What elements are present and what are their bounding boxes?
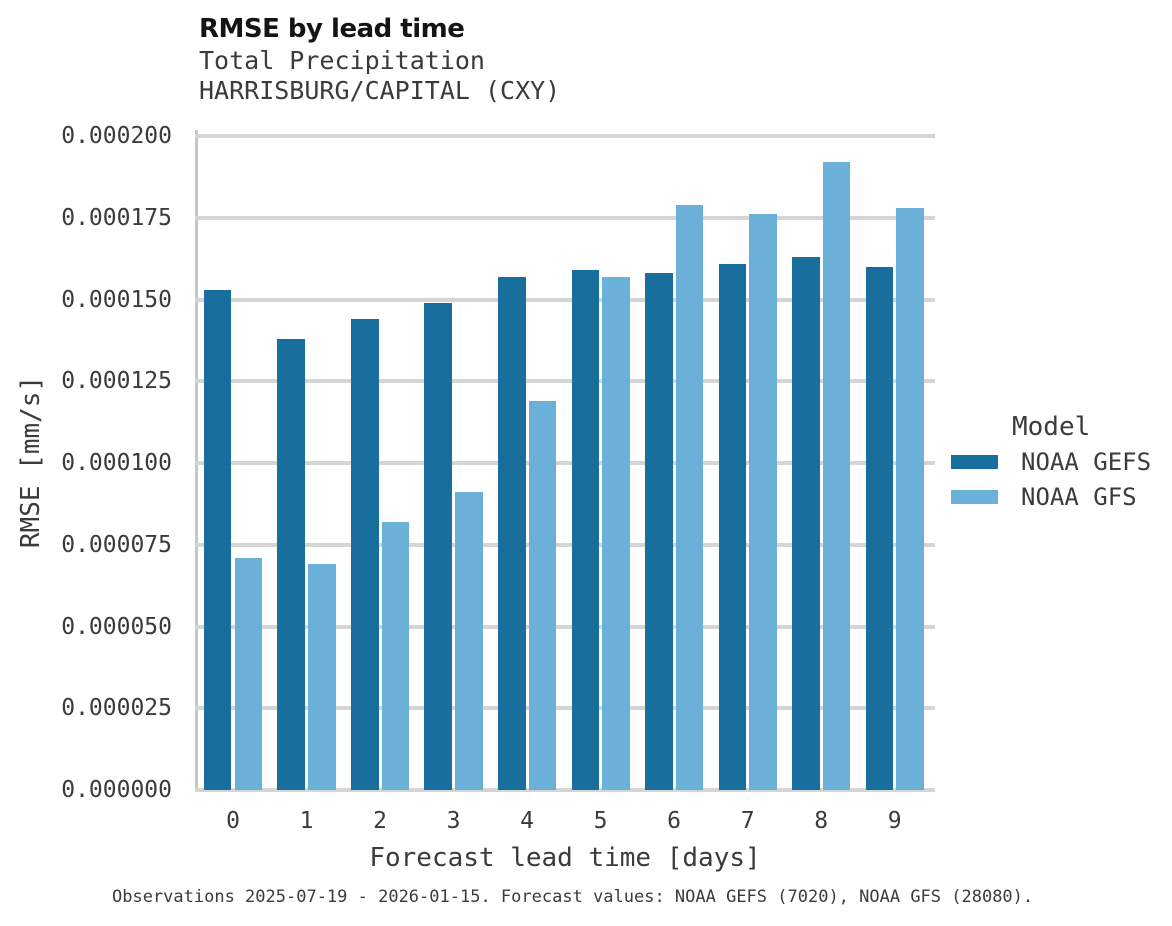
y-tick-label: 0.000100 <box>61 450 172 476</box>
y-axis-label: RMSE [mm/s] <box>16 375 46 549</box>
gridline <box>195 379 935 384</box>
gridline <box>195 624 935 629</box>
legend-label-noaa-gfs: NOAA GFS <box>1021 482 1137 511</box>
bar-noaa-gfs-lead-9 <box>896 207 924 790</box>
y-tick-label: 0.000025 <box>61 695 172 722</box>
y-tick-label: 0.000075 <box>61 531 172 558</box>
legend-title: Model <box>1012 412 1091 442</box>
bar-noaa-gfs-lead-8 <box>822 162 851 790</box>
chart-title: RMSE by lead time <box>199 14 465 44</box>
legend-entry-noaa-gefs: NOAA GEFS <box>951 444 1151 479</box>
legend-label-noaa-gefs: NOAA GEFS <box>1021 447 1152 476</box>
legend-swatch-noaa-gefs <box>951 454 998 469</box>
gridline <box>195 297 935 302</box>
y-tick-label: 0.000200 <box>61 123 172 149</box>
gridline <box>195 788 935 792</box>
y-tick-label: 0.000125 <box>61 368 172 395</box>
x-tick-label: 6 <box>667 808 682 834</box>
gridline <box>195 706 935 711</box>
bar-noaa-gfs-lead-3 <box>455 492 483 790</box>
bar-noaa-gfs-lead-0 <box>234 557 263 790</box>
bar-noaa-gefs-lead-9 <box>865 266 894 790</box>
plot-area <box>195 130 935 792</box>
bar-noaa-gefs-lead-1 <box>277 338 305 790</box>
bar-noaa-gfs-lead-7 <box>749 214 777 790</box>
bar-noaa-gefs-lead-8 <box>792 257 820 790</box>
bar-noaa-gefs-lead-6 <box>645 273 673 790</box>
y-tick-label: 0.000050 <box>61 613 172 640</box>
bar-noaa-gefs-lead-3 <box>424 302 453 790</box>
y-axis-spine <box>195 130 198 790</box>
bar-noaa-gefs-lead-0 <box>203 289 232 790</box>
bar-noaa-gfs-lead-5 <box>602 276 630 790</box>
x-tick-label: 3 <box>446 808 461 834</box>
bar-noaa-gfs-lead-1 <box>308 564 336 790</box>
gridline <box>195 134 935 138</box>
gridline <box>195 215 935 220</box>
legend: Model NOAA GEFS NOAA GFS <box>951 410 1151 514</box>
x-tick-label: 7 <box>740 808 755 834</box>
gridline <box>195 461 935 465</box>
chart-subtitle-variable: Total Precipitation <box>199 46 485 75</box>
bar-noaa-gefs-lead-4 <box>497 276 526 790</box>
y-tick-label: 0.000150 <box>61 286 172 313</box>
chart-subtitle-station: HARRISBURG/CAPITAL (CXY) <box>199 76 561 105</box>
y-tick-label: 0.000175 <box>61 204 172 231</box>
bar-noaa-gefs-lead-5 <box>571 270 600 790</box>
caption: Observations 2025-07-19 - 2026-01-15. Fo… <box>112 887 1034 907</box>
x-axis-label: Forecast lead time [days] <box>369 843 761 873</box>
x-tick-label: 9 <box>887 808 902 834</box>
x-tick-label: 5 <box>593 808 608 834</box>
legend-swatch-noaa-gfs <box>951 489 998 504</box>
bar-noaa-gfs-lead-4 <box>528 400 557 790</box>
x-tick-label: 8 <box>814 808 829 834</box>
x-tick-label: 1 <box>299 808 314 834</box>
bar-noaa-gfs-lead-2 <box>381 521 410 790</box>
x-tick-label: 0 <box>226 808 240 834</box>
legend-entry-noaa-gfs: NOAA GFS <box>951 479 1151 514</box>
y-tick-label: 0.000000 <box>61 777 172 803</box>
gridline <box>195 542 935 547</box>
x-tick-label: 4 <box>520 808 534 834</box>
bar-noaa-gfs-lead-6 <box>675 204 704 790</box>
bar-noaa-gefs-lead-2 <box>350 319 379 790</box>
bar-noaa-gefs-lead-7 <box>718 263 747 790</box>
x-tick-label: 2 <box>373 808 387 834</box>
